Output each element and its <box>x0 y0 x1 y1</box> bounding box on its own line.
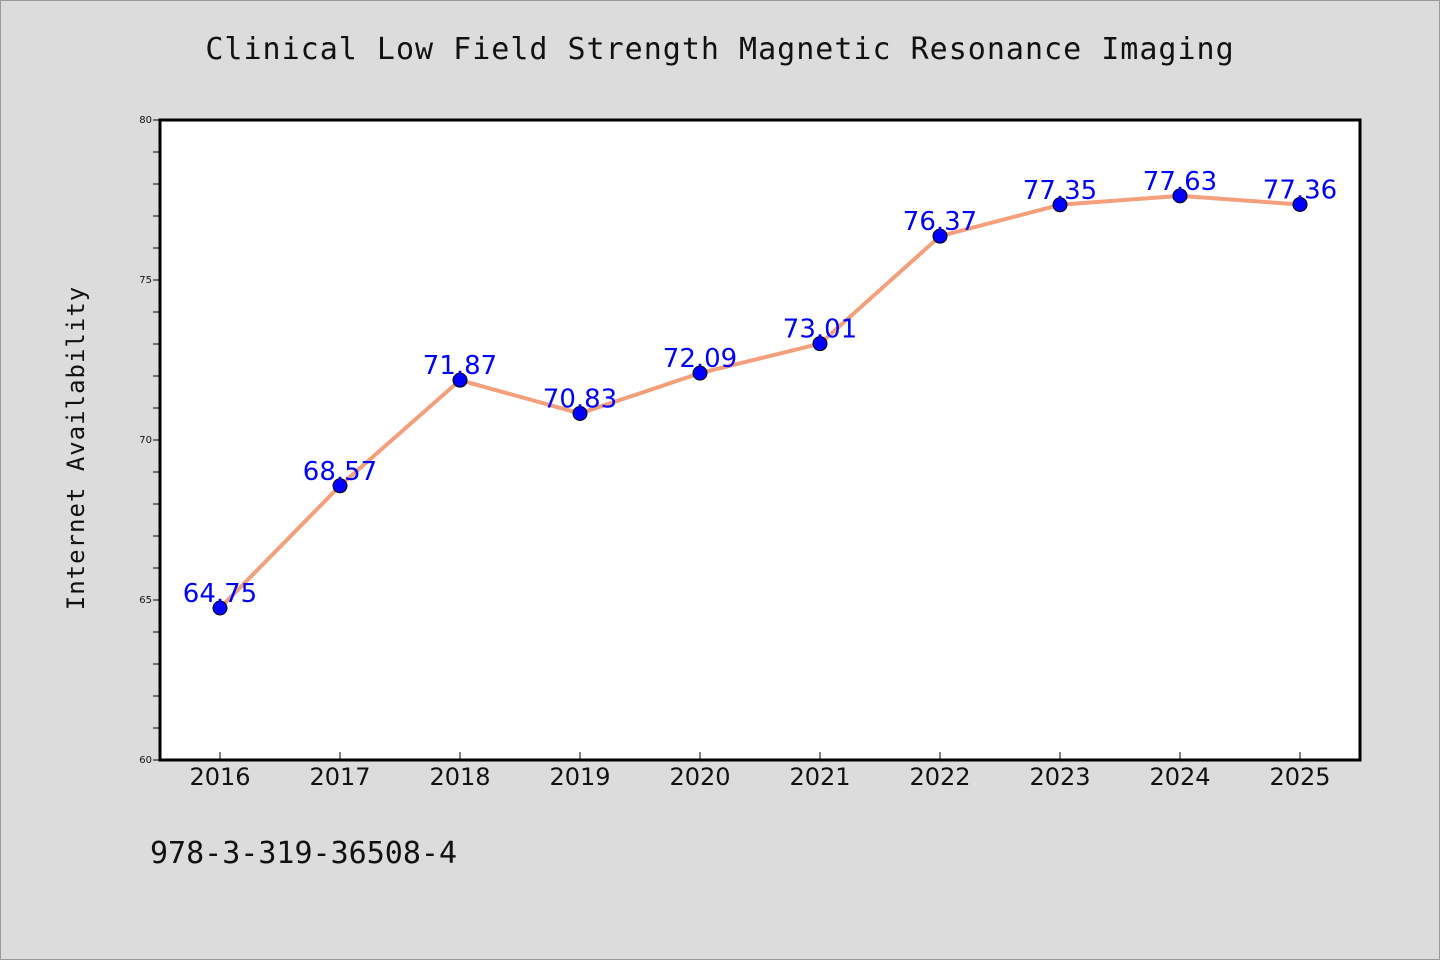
x-tick-label: 2021 <box>789 763 850 791</box>
y-tick-label: 60 <box>139 755 152 766</box>
data-label: 73.01 <box>783 315 857 345</box>
data-label: 72.09 <box>663 344 737 374</box>
y-tick-label: 75 <box>139 275 152 286</box>
data-point-marker <box>212 600 228 616</box>
series-layer <box>212 188 1308 616</box>
x-tick-label: 2025 <box>1269 763 1330 791</box>
y-axis-ticks: 60 65 70 75 80 <box>139 115 160 766</box>
x-axis-ticks: 2016 2017 2018 2019 2020 2021 2022 2023 2024 2025 <box>189 752 1331 791</box>
data-point-marker <box>332 478 348 494</box>
data-label: 70.83 <box>543 384 617 414</box>
y-tick-label: 65 <box>139 595 152 606</box>
data-point-marker <box>1052 197 1068 213</box>
y-tick-label: 80 <box>139 115 152 126</box>
x-tick-label: 2016 <box>189 763 250 791</box>
footnote-isbn: 978-3-319-36508-4 <box>150 836 458 871</box>
x-tick-label: 2018 <box>429 763 490 791</box>
plot-area <box>158 118 1362 762</box>
chart-title: Clinical Low Field Strength Magnetic Res… <box>205 32 1235 67</box>
x-tick-label: 2019 <box>549 763 610 791</box>
data-point-marker <box>572 405 588 421</box>
data-label: 77.35 <box>1023 176 1097 206</box>
x-tick-label: 2020 <box>669 763 730 791</box>
data-label: 77.63 <box>1143 167 1217 197</box>
data-point-marker <box>692 365 708 381</box>
data-label: 76.37 <box>903 207 977 237</box>
data-point-marker <box>1172 188 1188 204</box>
x-tick-label: 2017 <box>309 763 370 791</box>
y-tick-label: 70 <box>139 435 152 446</box>
x-tick-label: 2022 <box>909 763 970 791</box>
x-tick-label: 2024 <box>1149 763 1210 791</box>
x-tick-label: 2023 <box>1029 763 1090 791</box>
data-point-marker <box>932 228 948 244</box>
series-line <box>218 193 1301 610</box>
data-label: 64.75 <box>183 579 257 609</box>
data-label: 77.36 <box>1263 175 1337 205</box>
data-point-marker <box>452 372 468 388</box>
data-point-marker <box>812 336 828 352</box>
data-point-marker <box>1292 196 1308 212</box>
data-label: 71.87 <box>423 351 497 381</box>
data-labels: 64.75 68.57 71.87 70.83 72.09 73.01 76.37 77.35… <box>183 167 1337 609</box>
data-label: 68.57 <box>303 457 377 487</box>
